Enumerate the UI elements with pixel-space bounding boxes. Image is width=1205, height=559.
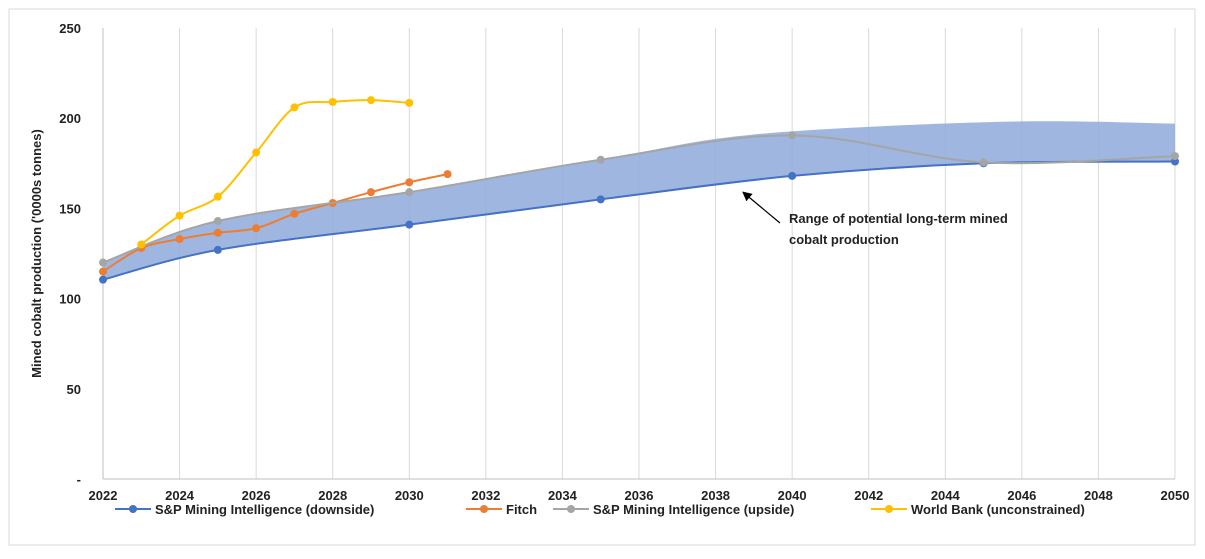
- data-point: [99, 275, 107, 284]
- data-point: [175, 211, 184, 220]
- y-tick-label: 150: [59, 201, 81, 216]
- data-point: [99, 258, 107, 267]
- data-point: [213, 245, 222, 254]
- data-point: [405, 220, 414, 229]
- range-band-area: [103, 121, 1175, 281]
- x-tick-label: 2042: [854, 488, 883, 503]
- grid: [102, 28, 1176, 479]
- legend-swatch-marker: [885, 505, 893, 513]
- chart-frame: [8, 8, 1196, 546]
- x-tick-label: 2030: [395, 488, 424, 503]
- series-layer: [99, 96, 1179, 284]
- data-point: [290, 103, 299, 112]
- data-point: [137, 240, 146, 249]
- data-point: [405, 98, 414, 107]
- legend-item: S&P Mining Intelligence (downside): [115, 502, 374, 517]
- legend-label: S&P Mining Intelligence (downside): [155, 502, 374, 517]
- legend-swatch-marker: [129, 505, 137, 513]
- data-point: [175, 235, 184, 244]
- y-tick-label: -: [77, 472, 81, 487]
- x-tick-label: 2024: [165, 488, 195, 503]
- data-point: [252, 148, 261, 157]
- data-point: [328, 97, 337, 106]
- annotation-text: cobalt production: [789, 232, 899, 247]
- data-point: [213, 217, 222, 226]
- x-tick-label: 2040: [778, 488, 807, 503]
- series-line: [102, 173, 448, 273]
- x-tick-label: 2036: [625, 488, 654, 503]
- y-tick-label: 250: [59, 21, 81, 36]
- legend: S&P Mining Intelligence (downside) Fitch S…: [115, 502, 1085, 517]
- legend-label: S&P Mining Intelligence (upside): [593, 502, 794, 517]
- x-tick-label: 2034: [548, 488, 578, 503]
- y-tick-label: 50: [67, 382, 81, 397]
- legend-label: Fitch: [506, 502, 537, 517]
- data-point: [788, 171, 797, 180]
- data-point: [252, 224, 261, 233]
- x-tick-label: 2044: [931, 488, 961, 503]
- x-tick-label: 2032: [471, 488, 500, 503]
- data-point: [596, 195, 605, 204]
- y-tick-label: 100: [59, 292, 81, 307]
- data-point: [367, 188, 375, 197]
- series-group: [99, 131, 1179, 267]
- annotation-text: Range of potential long-term mined: [789, 211, 1008, 226]
- annotation-layer: Range of potential long-term mined cobalt…: [742, 191, 1008, 247]
- series-group: [137, 96, 414, 249]
- x-tick-label: 2048: [1084, 488, 1113, 503]
- x-tick-label: 2022: [89, 488, 118, 503]
- data-point: [99, 267, 107, 276]
- data-point: [788, 131, 797, 140]
- x-tick-label: 2046: [1007, 488, 1036, 503]
- x-tick-label: 2026: [242, 488, 271, 503]
- x-tick-label: 2050: [1161, 488, 1190, 503]
- data-point: [290, 209, 299, 218]
- range-band: [103, 121, 1175, 281]
- legend-item: S&P Mining Intelligence (upside): [553, 502, 794, 517]
- legend-item: Fitch: [466, 502, 537, 517]
- legend-swatch-marker: [567, 505, 575, 513]
- data-point: [405, 188, 414, 197]
- data-point: [213, 228, 222, 237]
- legend-swatch-marker: [480, 505, 488, 513]
- annotation-arrow: [742, 191, 781, 224]
- data-point: [443, 170, 452, 179]
- x-tick-label: 2038: [701, 488, 730, 503]
- y-tick-label: 200: [59, 111, 81, 126]
- legend-label: World Bank (unconstrained): [911, 502, 1085, 517]
- data-point: [979, 158, 988, 167]
- data-point: [405, 178, 414, 187]
- x-tick-label: 2028: [318, 488, 347, 503]
- axes: 2022 2024 2026 2028 2030 2032 2034 2036 2038 2040…: [29, 21, 1189, 503]
- data-point: [213, 192, 222, 201]
- legend-item: World Bank (unconstrained): [871, 502, 1085, 517]
- data-point: [1171, 152, 1179, 161]
- y-axis-title: Mined cobalt production ('0000s tonnes): [29, 129, 44, 378]
- data-point: [367, 96, 375, 105]
- data-point: [596, 155, 605, 164]
